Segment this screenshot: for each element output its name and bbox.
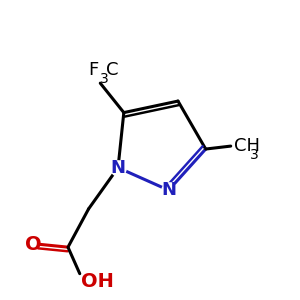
Text: 3: 3 (250, 148, 259, 162)
Text: CH: CH (234, 137, 260, 155)
Text: O: O (25, 235, 41, 254)
Text: N: N (110, 159, 125, 177)
Text: F: F (88, 61, 99, 79)
Text: N: N (161, 181, 176, 199)
Text: C: C (106, 61, 119, 79)
Text: 3: 3 (100, 72, 108, 86)
Text: OH: OH (81, 272, 114, 290)
